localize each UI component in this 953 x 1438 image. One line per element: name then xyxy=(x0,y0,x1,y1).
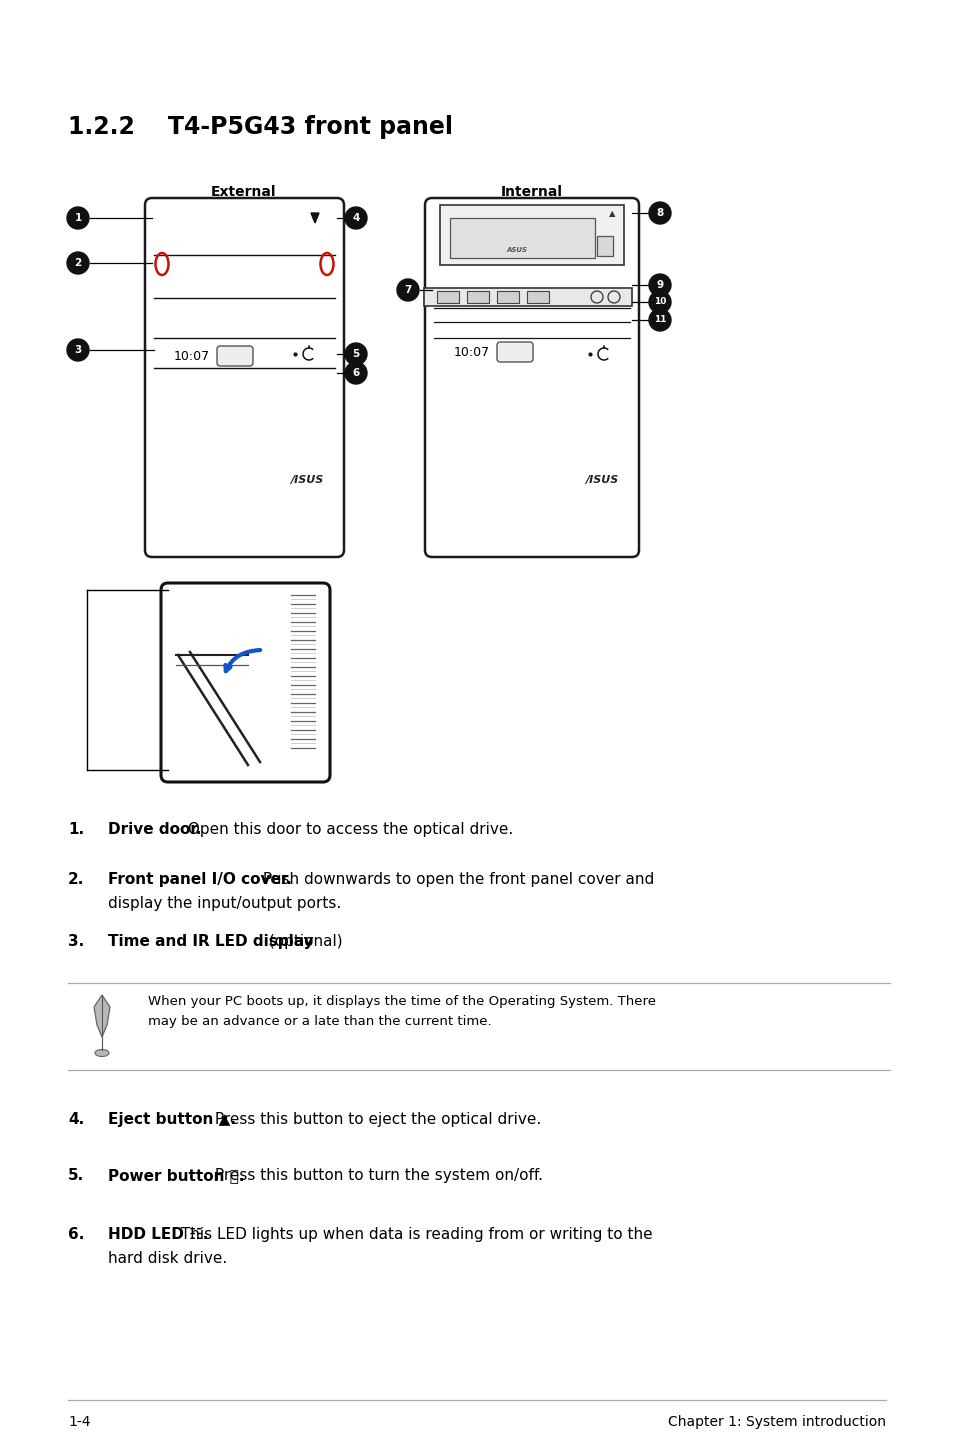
Text: 4.: 4. xyxy=(68,1112,84,1127)
Text: Chapter 1: System introduction: Chapter 1: System introduction xyxy=(667,1415,885,1429)
Polygon shape xyxy=(94,995,110,1037)
Text: Push downwards to open the front panel cover and: Push downwards to open the front panel c… xyxy=(257,871,653,887)
Circle shape xyxy=(648,309,670,331)
Text: 2: 2 xyxy=(74,257,82,267)
Text: Open this door to access the optical drive.: Open this door to access the optical dri… xyxy=(183,823,513,837)
Circle shape xyxy=(648,201,670,224)
Text: 1-4: 1-4 xyxy=(68,1415,91,1429)
Text: 5.: 5. xyxy=(68,1168,84,1183)
Circle shape xyxy=(67,207,89,229)
Text: display the input/output ports.: display the input/output ports. xyxy=(108,896,341,912)
Bar xyxy=(423,288,631,306)
Text: hard disk drive.: hard disk drive. xyxy=(108,1251,227,1265)
Text: 2.: 2. xyxy=(68,871,84,887)
Bar xyxy=(450,219,595,257)
Bar xyxy=(497,290,518,303)
Text: 10:07: 10:07 xyxy=(173,349,210,362)
FancyBboxPatch shape xyxy=(161,582,330,782)
Text: Eject button ▲.: Eject button ▲. xyxy=(108,1112,235,1127)
Text: ASUS: ASUS xyxy=(506,247,527,253)
Text: Press this button to turn the system on/off.: Press this button to turn the system on/… xyxy=(210,1168,542,1183)
Ellipse shape xyxy=(95,1050,109,1057)
Circle shape xyxy=(345,362,367,384)
Text: 8: 8 xyxy=(656,209,663,219)
Circle shape xyxy=(648,290,670,313)
Text: HDD LED ☷.: HDD LED ☷. xyxy=(108,1227,208,1242)
Polygon shape xyxy=(311,213,318,223)
Text: Press this button to eject the optical drive.: Press this button to eject the optical d… xyxy=(210,1112,540,1127)
Text: /ISUS: /ISUS xyxy=(585,475,618,485)
Text: may be an advance or a late than the current time.: may be an advance or a late than the cur… xyxy=(148,1015,491,1028)
Text: When your PC boots up, it displays the time of the Operating System. There: When your PC boots up, it displays the t… xyxy=(148,995,656,1008)
Text: ▲: ▲ xyxy=(608,210,615,219)
Bar xyxy=(526,290,548,303)
Bar xyxy=(467,290,489,303)
Text: /ISUS: /ISUS xyxy=(290,475,323,485)
Circle shape xyxy=(67,339,89,361)
Text: 7: 7 xyxy=(404,285,412,295)
Circle shape xyxy=(396,279,418,301)
Text: 9: 9 xyxy=(656,280,663,290)
Text: 10:07: 10:07 xyxy=(454,345,490,358)
FancyBboxPatch shape xyxy=(145,198,344,557)
Text: This LED lights up when data is reading from or writing to the: This LED lights up when data is reading … xyxy=(175,1227,652,1242)
Text: 6: 6 xyxy=(352,368,359,378)
Text: 1.: 1. xyxy=(68,823,84,837)
FancyBboxPatch shape xyxy=(216,347,253,367)
Circle shape xyxy=(345,207,367,229)
Text: 1.2.2    T4-P5G43 front panel: 1.2.2 T4-P5G43 front panel xyxy=(68,115,453,139)
Circle shape xyxy=(67,252,89,275)
Text: Power button ⏻.: Power button ⏻. xyxy=(108,1168,244,1183)
Circle shape xyxy=(345,344,367,365)
Text: 5: 5 xyxy=(352,349,359,360)
Text: 3: 3 xyxy=(74,345,82,355)
Text: Front panel I/O cover.: Front panel I/O cover. xyxy=(108,871,292,887)
FancyBboxPatch shape xyxy=(424,198,639,557)
Circle shape xyxy=(648,275,670,296)
Text: External: External xyxy=(211,186,276,198)
Text: 4: 4 xyxy=(352,213,359,223)
Text: 3.: 3. xyxy=(68,935,84,949)
Text: Internal: Internal xyxy=(500,186,562,198)
Text: 11: 11 xyxy=(653,315,665,325)
Text: 1: 1 xyxy=(74,213,82,223)
Text: 10: 10 xyxy=(653,298,665,306)
FancyBboxPatch shape xyxy=(497,342,533,362)
Text: Drive door.: Drive door. xyxy=(108,823,201,837)
Text: 6.: 6. xyxy=(68,1227,84,1242)
Bar xyxy=(439,206,623,265)
Text: (optional): (optional) xyxy=(264,935,343,949)
Bar xyxy=(436,290,458,303)
Text: Time and IR LED display: Time and IR LED display xyxy=(108,935,314,949)
Bar xyxy=(597,236,613,256)
